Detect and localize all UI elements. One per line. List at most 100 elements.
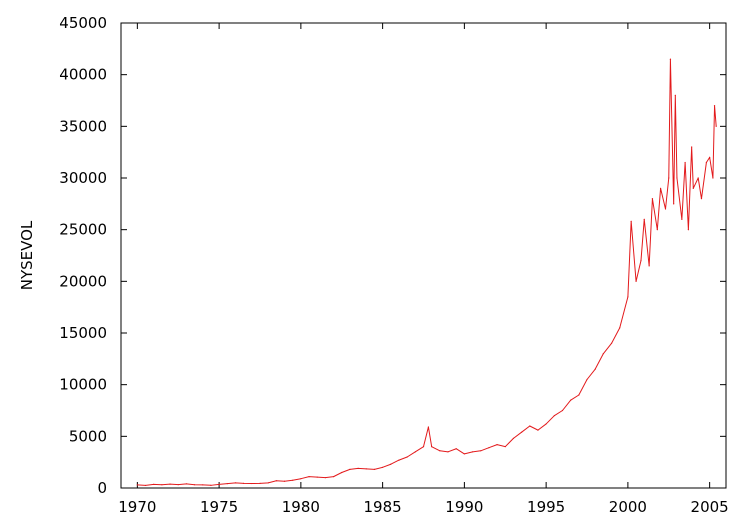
data-point (177, 483, 179, 486)
data-point (712, 177, 714, 179)
data-point (390, 463, 392, 465)
data-point (185, 483, 188, 485)
data-point (365, 468, 367, 470)
data-point (349, 468, 351, 470)
plot-frame (120, 22, 727, 489)
data-point (651, 198, 654, 200)
data-point (705, 161, 707, 164)
data-point (439, 450, 441, 452)
y-tick-label: 35000 (59, 117, 107, 135)
x-tick-label: 2000 (609, 498, 647, 516)
data-point (455, 448, 457, 450)
y-tick-label: 15000 (59, 324, 107, 342)
data-point (161, 484, 163, 486)
x-tick-label: 1980 (282, 498, 320, 516)
data-point (512, 437, 515, 439)
x-tick-label: 1995 (527, 498, 565, 516)
data-point (676, 177, 678, 179)
data-point (300, 478, 302, 480)
data-point (210, 484, 212, 486)
x-tick-label: 1970 (118, 498, 156, 516)
data-point (692, 187, 694, 189)
x-axis-ticks: 1970 1975 1980 1985 1990 1995 2000 2005 (118, 23, 729, 516)
data-point (681, 218, 683, 220)
y-tick-label: 20000 (59, 272, 107, 290)
series-line (137, 58, 717, 486)
data-point (275, 480, 277, 482)
data-point (586, 378, 588, 381)
data-point (496, 444, 498, 446)
y-axis-label: NYSEVOL (18, 220, 36, 290)
y-tick-label: 45000 (59, 14, 107, 32)
data-point (283, 480, 286, 482)
data-point (398, 459, 400, 461)
data-point (594, 368, 596, 370)
y-axis-ticks: 0 5000 10000 15000 20000 25000 30000 35000 40000… (59, 14, 726, 497)
data-point (292, 479, 294, 481)
data-point (656, 229, 658, 231)
data-point (578, 394, 580, 396)
y-tick-label: 40000 (59, 66, 107, 84)
data-point (234, 482, 237, 484)
y-tick-label: 5000 (69, 427, 107, 445)
data-point (669, 58, 672, 60)
data-point (226, 483, 228, 485)
data-point (553, 415, 555, 417)
data-point (373, 468, 376, 470)
x-tick-label: 2005 (691, 498, 729, 516)
data-point (640, 260, 642, 262)
data-point (561, 409, 564, 412)
data-point (602, 353, 604, 355)
data-point (521, 431, 523, 433)
data-point (684, 161, 686, 164)
data-point (668, 177, 670, 179)
data-point (414, 451, 416, 453)
data-point (382, 466, 384, 468)
data-point (673, 203, 675, 205)
y-tick-label: 30000 (59, 169, 107, 187)
data-point (537, 429, 539, 431)
data-point (648, 265, 650, 267)
data-point (488, 447, 490, 449)
data-point (332, 476, 335, 478)
y-tick-label: 10000 (59, 376, 107, 394)
data-point (463, 453, 465, 455)
data-point (471, 451, 474, 453)
y-tick-label: 25000 (59, 221, 107, 239)
data-point (267, 482, 269, 484)
data-point (251, 482, 253, 485)
data-point (529, 425, 531, 427)
data-point (136, 484, 138, 486)
data-point (308, 476, 310, 478)
data-point (202, 484, 204, 486)
data-point (153, 483, 155, 485)
data-point (545, 423, 547, 425)
data-point (316, 476, 318, 478)
data-point (243, 482, 245, 484)
data-point (427, 426, 430, 428)
data-point (610, 342, 613, 344)
data-point (259, 482, 261, 484)
data-point (713, 105, 716, 107)
data-point (709, 156, 711, 158)
series-points (136, 58, 717, 487)
data-point (357, 467, 359, 469)
data-point (664, 208, 667, 210)
data-point (697, 177, 699, 179)
data-point (635, 280, 637, 282)
data-point (659, 187, 662, 189)
x-tick-label: 1985 (364, 498, 402, 516)
data-point (715, 125, 717, 127)
data-point (674, 94, 676, 96)
data-point (169, 483, 171, 485)
data-point (643, 218, 645, 220)
data-point (193, 484, 196, 486)
data-point (431, 446, 433, 448)
x-tick-label: 1975 (200, 498, 238, 516)
data-point (504, 446, 506, 448)
y-tick-label: 0 (97, 479, 107, 497)
data-point (422, 446, 425, 448)
data-point (691, 146, 693, 148)
data-point (570, 399, 572, 401)
